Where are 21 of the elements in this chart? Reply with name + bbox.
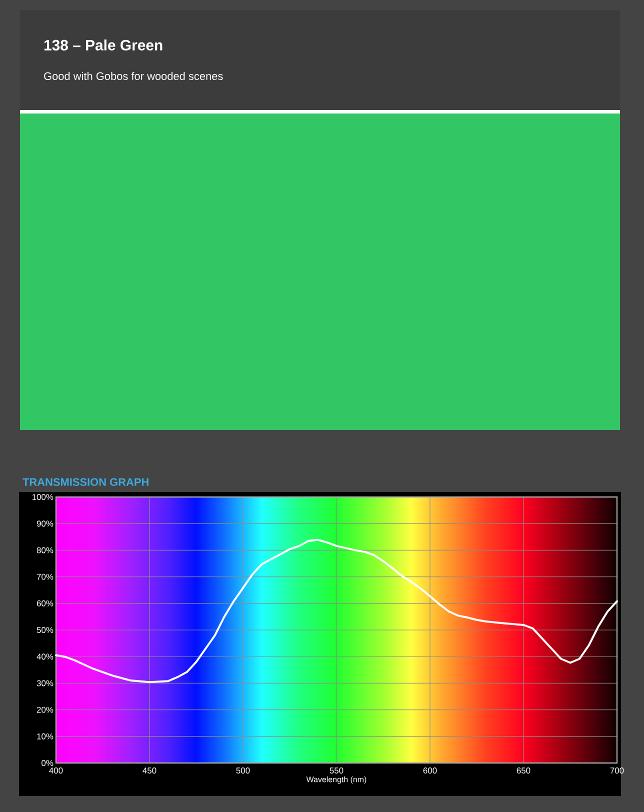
y-tick-label: 0%	[42, 760, 54, 766]
x-tick-label: 550	[330, 768, 344, 774]
y-tick-label: 20%	[36, 706, 54, 713]
x-tick-label: 450	[142, 768, 156, 774]
y-tick-label: 70%	[36, 574, 54, 580]
y-tick-label: 10%	[37, 733, 54, 740]
x-tick-label: 400	[49, 768, 63, 774]
chart-title: TRANSMISSION GRAPH	[22, 478, 148, 486]
x-tick-label: 600	[423, 768, 437, 774]
x-tick-label: 700	[610, 768, 624, 774]
y-tick-label: 90%	[36, 520, 54, 527]
y-tick-label: 30%	[36, 680, 54, 686]
x-tick-label: 500	[236, 768, 250, 774]
y-tick-label: 100%	[32, 494, 54, 500]
text: Good with Gobos for wooded scenes	[44, 72, 223, 80]
text: 138 – Pale Green	[44, 40, 162, 51]
y-tick-label: 60%	[36, 600, 54, 606]
y-tick-label: 40%	[36, 654, 54, 660]
x-tick-label: 650	[516, 768, 530, 774]
y-tick-label: 80%	[36, 547, 54, 554]
y-tick-label: 50%	[36, 627, 54, 634]
